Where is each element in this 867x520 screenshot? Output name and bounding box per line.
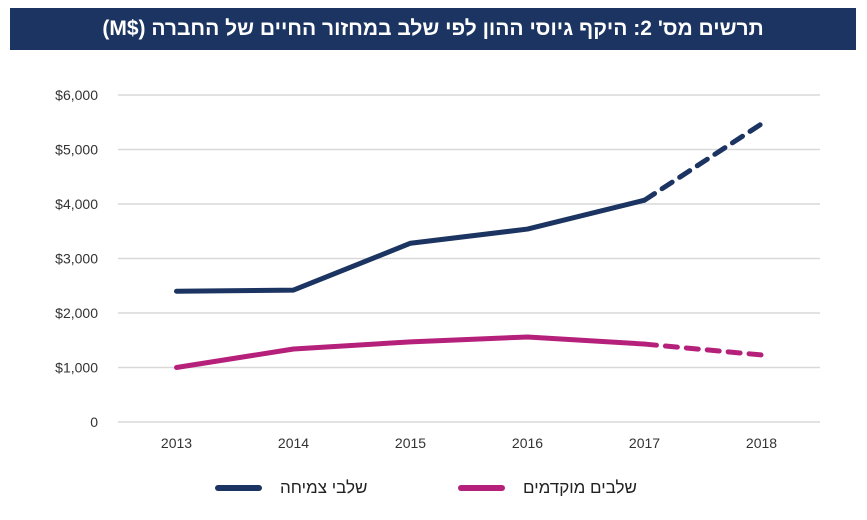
y-tick-label: $5,000 <box>55 142 98 158</box>
y-tick-label: $2,000 <box>55 305 98 321</box>
y-tick-label: $1,000 <box>55 360 98 376</box>
legend-swatch <box>458 485 505 491</box>
x-tick-label: 2014 <box>278 435 309 451</box>
line-chart: 0 $1,000 $2,000 $3,000 $4,000 $5,000 $6,000 201… <box>55 87 820 451</box>
y-tick-label: $4,000 <box>55 196 98 212</box>
x-tick-label: 2016 <box>512 435 543 451</box>
legend-item-early: שלבים מוקדמים <box>458 478 637 498</box>
legend-item-growth: שלבי צמיחה <box>215 478 367 498</box>
x-tick-label: 2018 <box>746 435 777 451</box>
series-line-projected <box>642 341 764 358</box>
x-tick-label: 2015 <box>395 435 426 451</box>
series-line-solid <box>174 334 647 370</box>
legend-label: שלבי צמיחה <box>280 478 368 497</box>
y-tick-label: 0 <box>90 414 98 430</box>
x-tick-label: 2013 <box>161 435 192 451</box>
series-line-solid <box>174 197 647 294</box>
legend-swatch <box>215 485 262 491</box>
y-tick-label: $3,000 <box>55 251 98 267</box>
chart-title: תרשים מס' 2: היקף גיוסי ההון לפי שלב במח… <box>10 8 856 50</box>
x-tick-label: 2017 <box>629 435 660 451</box>
series-line-projected <box>642 121 764 203</box>
legend-label: שלבים מוקדמים <box>523 478 637 497</box>
y-tick-label: $6,000 <box>55 87 98 103</box>
